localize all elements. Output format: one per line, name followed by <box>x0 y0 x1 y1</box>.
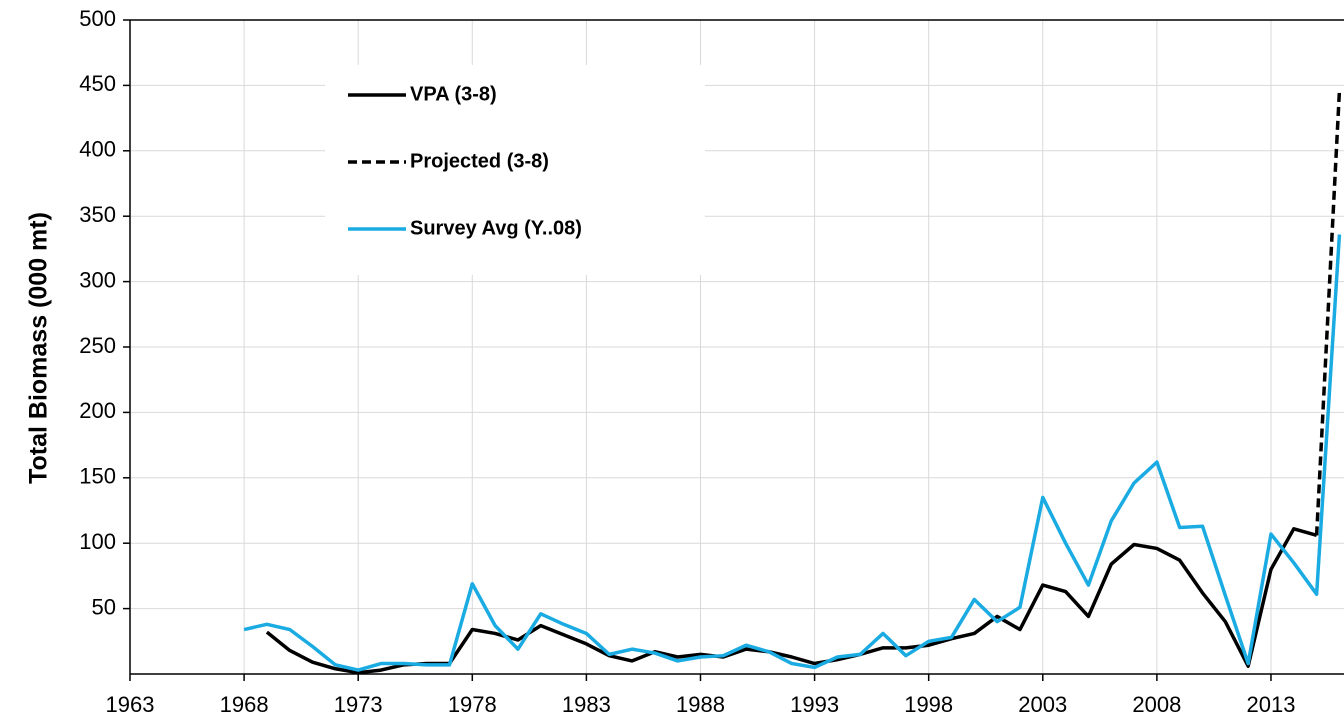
x-tick-label: 1993 <box>790 692 839 717</box>
x-tick-label: 2003 <box>1018 692 1067 717</box>
y-tick-label: 50 <box>92 594 116 619</box>
y-tick-label: 150 <box>79 464 116 489</box>
legend-label: Survey Avg (Y..08) <box>410 217 582 239</box>
y-tick-label: 400 <box>79 137 116 162</box>
x-tick-label: 1968 <box>220 692 269 717</box>
legend-label: Projected (3-8) <box>410 150 549 172</box>
y-tick-label: 250 <box>79 333 116 358</box>
y-tick-label: 350 <box>79 202 116 227</box>
legend-box <box>325 65 705 275</box>
y-tick-label: 100 <box>79 529 116 554</box>
x-tick-label: 1988 <box>676 692 725 717</box>
y-tick-label: 500 <box>79 6 116 31</box>
x-tick-label: 1983 <box>562 692 611 717</box>
series-line <box>265 527 1318 675</box>
x-tick-label: 1998 <box>904 692 953 717</box>
y-tick-label: 200 <box>79 398 116 423</box>
y-tick-label: 300 <box>79 267 116 292</box>
x-tick-label: 2008 <box>1132 692 1181 717</box>
series-line <box>243 234 1342 672</box>
x-tick-label: 1978 <box>448 692 497 717</box>
x-tick-label: 1963 <box>106 692 155 717</box>
x-tick-label: 1973 <box>334 692 383 717</box>
legend-label: VPA (3-8) <box>410 83 497 105</box>
y-tick-label: 450 <box>79 71 116 96</box>
y-axis-title: Total Biomass (000 mt) <box>25 212 53 484</box>
series-line <box>1314 90 1342 536</box>
x-tick-label: 2013 <box>1247 692 1296 717</box>
